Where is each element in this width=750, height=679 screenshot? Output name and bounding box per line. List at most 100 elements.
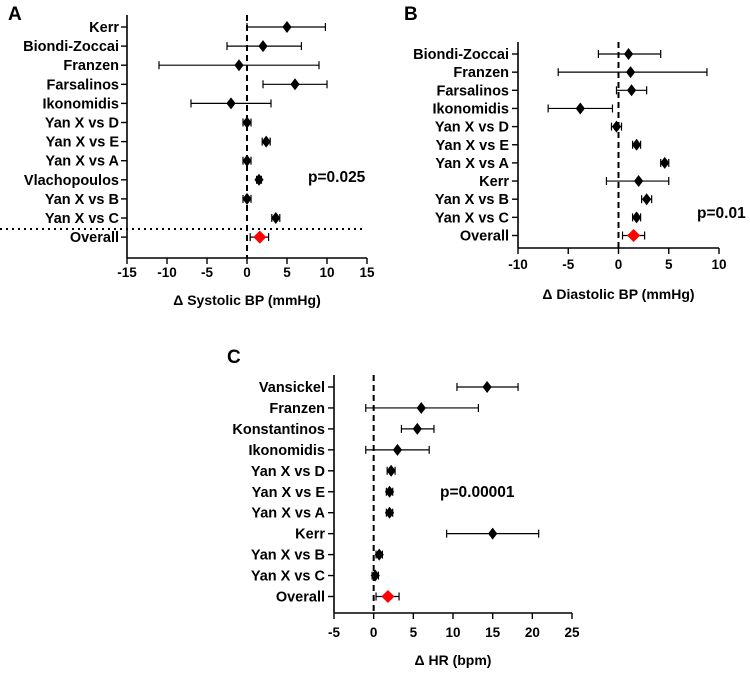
panel-a-study-label: Yan X vs B (45, 192, 119, 208)
panel-b-study-label: Franzen (453, 65, 509, 81)
panel-a-study-label: Farsalinos (46, 77, 119, 93)
panel-a-point-estimate (282, 21, 292, 33)
panel-a-x-tick-label: -15 (117, 265, 137, 280)
panel-c-study-row: Franzen (269, 401, 479, 417)
panel-c-point-estimate (370, 569, 380, 582)
panel-b-study-row: Yan X vs D (435, 120, 623, 136)
panel-b: B -10 -5 0 5 10 Biondi-Zoccai Franzen Farsalinos… (404, 4, 746, 302)
panel-b-study-label: Yan X vs E (436, 138, 510, 154)
panel-a-study-row: Vlachopoulos (24, 173, 264, 189)
panel-b-point-estimate (625, 66, 636, 79)
panel-c-study-row: Yan X vs C (251, 569, 380, 585)
panel-b-letter: B (404, 4, 418, 25)
panel-a-p-value: p=0.025 (308, 169, 366, 186)
panel-b-study-row: Biondi-Zoccai (413, 47, 662, 63)
panel-b-study-row: Ikonomidis (432, 101, 614, 117)
panel-c-study-row: Kerr (295, 527, 540, 543)
panel-c-study-label: Yan X vs A (251, 506, 325, 522)
panel-b-study-label: Kerr (479, 174, 509, 190)
panel-a-study-row: Ikonomidis (42, 96, 272, 112)
panel-c-point-estimate (412, 422, 422, 435)
panel-a-x-tick-label: -10 (157, 265, 177, 280)
panel-c-letter: C (227, 347, 241, 368)
panel-c-x-tick-label: 25 (564, 625, 580, 640)
panel-c-study-row: Yan X vs A (251, 506, 395, 522)
panel-a-study-label: Yan X vs A (45, 154, 119, 170)
panel-a-x-axis-title: Δ Systolic BP (mmHg) (173, 292, 321, 308)
panel-b-study-row: Yan X vs E (436, 138, 642, 154)
panel-c-study-label: Vansickel (259, 380, 325, 396)
panel-c-x-tick-label: 5 (410, 625, 418, 640)
panel-c-overall-estimate (381, 590, 395, 603)
panel-c-study-row: Ikonomidis (248, 443, 430, 459)
panel-c-point-estimate (374, 548, 384, 561)
panel-a-x-tick-label: 0 (243, 265, 251, 280)
panel-b-x-tick-label: 5 (665, 257, 673, 272)
panel-b-study-row: Yan X vs A (435, 156, 670, 172)
panel-b-study-row: Yan X vs B (435, 192, 653, 208)
panel-a-study-label: Biondi-Zoccai (23, 39, 119, 55)
panel-c-point-estimate (488, 527, 498, 540)
panel-b-p-value: p=0.01 (697, 205, 746, 222)
panel-c: C -5 0 5 10 15 20 25 Vansickel Franzen Konstantino… (227, 347, 580, 668)
panel-b-study-label: Yan X vs C (435, 210, 510, 226)
panel-c-x-tick-label: 15 (485, 625, 501, 640)
panel-c-study-label: Yan X vs E (252, 485, 326, 501)
panel-a-point-estimate (261, 135, 271, 148)
panel-c-x-tick-label: 10 (445, 625, 460, 640)
panel-a-point-estimate (242, 154, 252, 167)
panel-a-study-label: Yan X vs E (46, 135, 120, 151)
panel-b-point-estimate (611, 120, 622, 133)
panel-a-x-tick-label: 15 (359, 265, 375, 280)
panel-a-study-row: Yan X vs E (46, 135, 271, 151)
panel-a-study-row: Yan X vs D (45, 116, 252, 132)
panel-a-study-row: Yan X vs A (45, 154, 252, 170)
panel-b-study-label: Yan X vs D (435, 120, 509, 136)
panel-b-x-axis-title: Δ Diastolic BP (mmHg) (542, 286, 694, 302)
panel-b-point-estimate (660, 156, 670, 169)
panel-a-point-estimate (242, 116, 252, 129)
panel-c-study-label: Franzen (269, 401, 325, 417)
panel-a-study-label: Yan X vs C (45, 211, 120, 227)
panel-a-x-tick-label: -5 (201, 265, 213, 280)
panel-a-study-label: Franzen (63, 58, 119, 74)
panel-b-point-estimate (631, 138, 642, 151)
panel-a-study-row: Overall (70, 230, 270, 246)
panel-c-point-estimate (384, 506, 395, 519)
panel-c-point-estimate (482, 381, 492, 393)
panel-b-study-label: Yan X vs A (435, 156, 509, 172)
panel-b-point-estimate (631, 211, 642, 224)
panel-a-point-estimate (242, 192, 252, 205)
panel-c-study-label: Yan X vs B (251, 548, 325, 564)
panel-c-point-estimate (384, 485, 395, 498)
panel-c-study-label: Ikonomidis (248, 443, 325, 459)
panel-c-study-row: Yan X vs B (251, 548, 384, 564)
panel-a-study-label: Ikonomidis (42, 96, 119, 112)
panel-a-x-tick-label: 10 (319, 265, 334, 280)
panel-c-study-label: Overall (276, 590, 325, 606)
panel-a-study-label: Overall (70, 230, 119, 246)
panel-a-study-label: Yan X vs D (45, 116, 119, 132)
panel-b-x-tick-label: -10 (508, 257, 528, 272)
panel-b-x-tick-label: 10 (711, 257, 726, 272)
panel-b-study-row: Overall (460, 229, 646, 245)
panel-b-point-estimate (623, 48, 634, 60)
panel-a-x-tick-label: 5 (283, 265, 291, 280)
panel-a-point-estimate (271, 212, 281, 224)
panel-a-study-row: Yan X vs B (45, 192, 252, 208)
panel-a-study-label: Vlachopoulos (24, 173, 119, 189)
panel-b-study-label: Ikonomidis (432, 101, 509, 117)
panel-a-study-row: Biondi-Zoccai (23, 39, 302, 55)
panel-a-study-label: Kerr (89, 20, 119, 36)
panel-c-point-estimate (386, 464, 396, 477)
panel-c-study-label: Yan X vs C (251, 569, 326, 585)
panel-c-p-value: p=0.00001 (440, 484, 515, 501)
panel-a-letter: A (8, 4, 22, 25)
panel-c-study-label: Kerr (295, 527, 325, 543)
panel-a-point-estimate (254, 173, 264, 186)
panel-a-study-row: Kerr (89, 20, 326, 36)
panel-b-point-estimate (634, 175, 644, 188)
panel-b-study-row: Farsalinos (436, 83, 648, 99)
panel-c-point-estimate (392, 443, 403, 456)
